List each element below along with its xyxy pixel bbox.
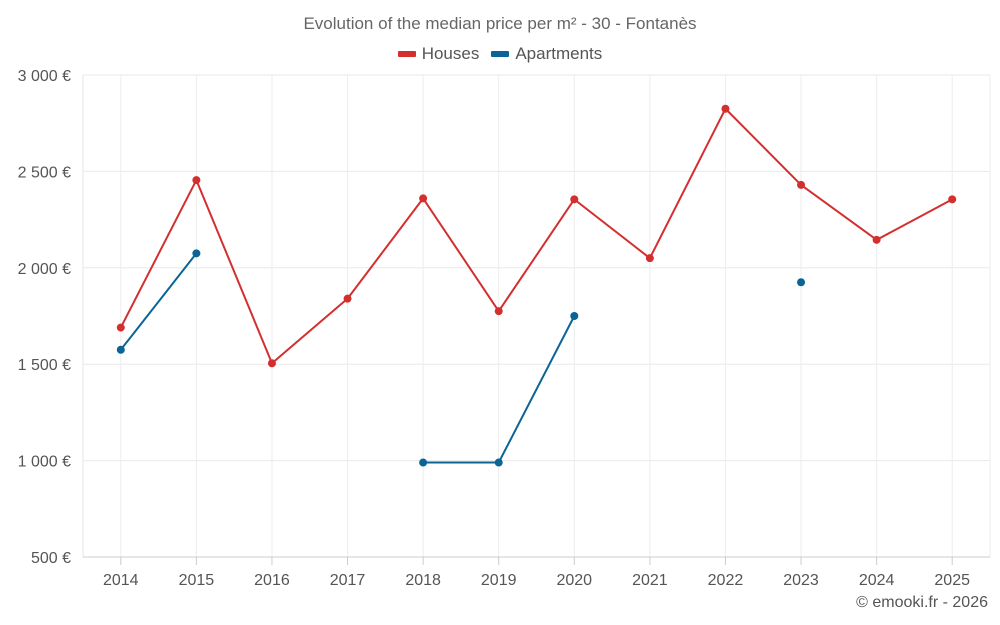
y-tick-label: 1 000 €	[18, 454, 71, 471]
legend-swatch-apartments	[491, 51, 510, 57]
legend-label-houses: Houses	[421, 44, 480, 63]
series-line-apartments	[120, 252, 198, 351]
y-tick-label: 2 500 €	[18, 164, 71, 181]
x-tick-label: 2022	[708, 572, 744, 589]
legend-label-apartments: Apartments	[515, 44, 603, 63]
chart-title: Evolution of the median price per m² - 3…	[303, 14, 697, 33]
y-tick-label: 1 500 €	[18, 357, 71, 374]
data-point-houses	[192, 176, 201, 185]
y-tick-label: 2 000 €	[18, 261, 71, 278]
x-tick-label: 2017	[330, 572, 366, 589]
x-tick-label: 2021	[632, 572, 668, 589]
series-line-houses	[119, 107, 953, 365]
x-tick-label: 2014	[103, 572, 139, 589]
data-point-houses	[645, 254, 654, 263]
x-tick-label: 2019	[481, 572, 517, 589]
y-tick-label: 500 €	[31, 550, 71, 567]
x-tick-label: 2016	[254, 572, 290, 589]
credit-text: © emooki.fr - 2026	[856, 594, 988, 611]
data-point-houses	[948, 195, 957, 204]
x-tick-label: 2018	[405, 572, 441, 589]
data-point-houses	[721, 104, 730, 113]
x-tick-label: 2025	[934, 572, 970, 589]
data-point-houses	[570, 195, 579, 204]
data-point-apartments	[419, 458, 428, 467]
data-point-apartments	[494, 458, 503, 467]
data-point-houses	[419, 194, 428, 203]
data-point-houses	[116, 323, 125, 332]
data-point-apartments	[116, 345, 125, 354]
data-point-houses	[267, 359, 276, 368]
legend-swatch-houses	[397, 51, 416, 57]
x-tick-label: 2023	[783, 572, 819, 589]
data-point-houses	[494, 307, 503, 316]
data-point-apartments	[797, 278, 806, 287]
data-point-houses	[797, 180, 806, 189]
x-tick-label: 2020	[556, 572, 592, 589]
legend-item-apartments[interactable]: Apartments	[491, 44, 602, 64]
legend: Houses Apartments	[0, 44, 1000, 64]
data-point-houses	[343, 294, 352, 303]
x-tick-label: 2024	[859, 572, 895, 589]
data-point-houses	[872, 235, 881, 244]
y-tick-label: 3 000 €	[18, 68, 71, 85]
x-tick-label: 2015	[179, 572, 215, 589]
data-point-apartments	[192, 249, 201, 258]
legend-item-houses[interactable]: Houses	[397, 44, 480, 64]
data-point-apartments	[570, 312, 579, 320]
